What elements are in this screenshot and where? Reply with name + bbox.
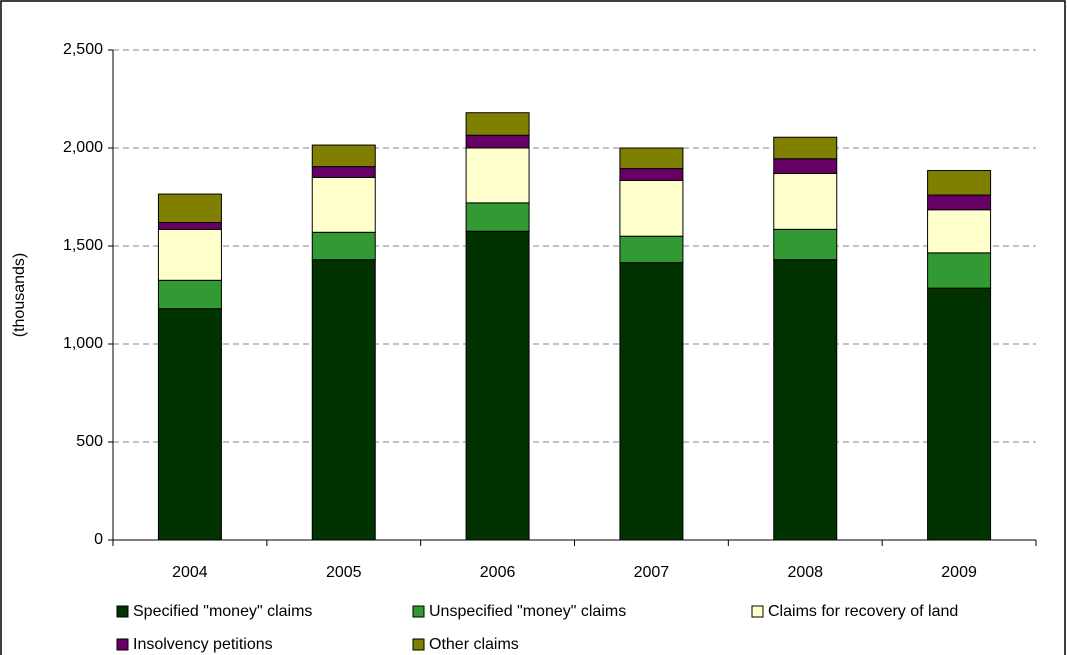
bar-segment bbox=[619, 262, 684, 541]
y-tick-label: 500 bbox=[76, 433, 103, 450]
bar-segment bbox=[311, 144, 376, 168]
x-tick-label: 2009 bbox=[941, 564, 977, 581]
bar-segment bbox=[157, 228, 222, 281]
bar-segment bbox=[773, 228, 838, 261]
bar-segment bbox=[927, 287, 992, 541]
bar-segment bbox=[927, 209, 992, 254]
bar-segment bbox=[157, 221, 222, 230]
bar-segment bbox=[927, 194, 992, 211]
bar-segment bbox=[311, 231, 376, 261]
bar-segment bbox=[465, 147, 530, 204]
bar-segment bbox=[311, 259, 376, 541]
legend-swatch bbox=[751, 605, 764, 618]
bar-segment bbox=[927, 170, 992, 196]
bar-segment bbox=[773, 259, 838, 541]
bar-segment bbox=[465, 202, 530, 232]
bar-segment bbox=[773, 158, 838, 174]
legend-label: Other claims bbox=[429, 636, 519, 653]
bar-segment bbox=[465, 134, 530, 149]
legend-label: Claims for recovery of land bbox=[768, 603, 958, 620]
legend-swatch bbox=[412, 638, 425, 651]
bar-segment bbox=[619, 179, 684, 237]
y-tick-label: 0 bbox=[94, 531, 103, 548]
bar-segment bbox=[465, 230, 530, 541]
x-tick-label: 2006 bbox=[480, 564, 516, 581]
y-tick-label: 2,500 bbox=[63, 41, 103, 58]
bar-segment bbox=[619, 235, 684, 264]
y-axis-label: (thousands) bbox=[11, 253, 28, 338]
legend-label: Insolvency petitions bbox=[133, 636, 273, 653]
bar-segment bbox=[773, 172, 838, 230]
x-tick-label: 2005 bbox=[326, 564, 362, 581]
legend-label: Unspecified "money" claims bbox=[429, 603, 626, 620]
y-tick-label: 1,000 bbox=[63, 335, 103, 352]
x-tick-label: 2008 bbox=[787, 564, 823, 581]
legend-swatch bbox=[116, 605, 129, 618]
bar-segment bbox=[619, 168, 684, 181]
x-tick-label: 2007 bbox=[634, 564, 670, 581]
bar-segment bbox=[311, 176, 376, 233]
bar-segment bbox=[773, 136, 838, 160]
legend-swatch bbox=[412, 605, 425, 618]
bar-segment bbox=[157, 308, 222, 541]
y-tick-label: 1,500 bbox=[63, 237, 103, 254]
bar-segment bbox=[311, 166, 376, 178]
bar-segment bbox=[927, 252, 992, 289]
bar-segment bbox=[157, 279, 222, 310]
y-tick-label: 2,000 bbox=[63, 139, 103, 156]
legend-swatch bbox=[116, 638, 129, 651]
bar-segment bbox=[619, 147, 684, 170]
legend-label: Specified "money" claims bbox=[133, 603, 312, 620]
x-tick-label: 2004 bbox=[172, 564, 208, 581]
bar-segment bbox=[157, 193, 222, 223]
bar-segment bbox=[465, 112, 530, 136]
